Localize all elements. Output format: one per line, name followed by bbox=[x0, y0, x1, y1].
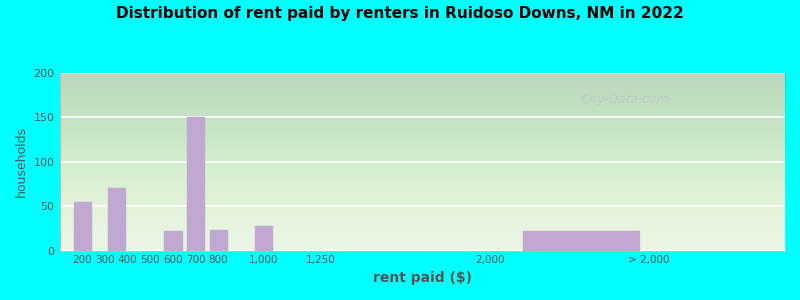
Bar bbox=[523, 231, 638, 250]
Text: Distribution of rent paid by renters in Ruidoso Downs, NM in 2022: Distribution of rent paid by renters in … bbox=[116, 6, 684, 21]
Bar bbox=[164, 231, 182, 250]
Bar bbox=[255, 226, 272, 250]
Y-axis label: households: households bbox=[15, 126, 28, 197]
Text: City-Data.com: City-Data.com bbox=[581, 93, 670, 106]
X-axis label: rent paid ($): rent paid ($) bbox=[373, 271, 472, 285]
Bar bbox=[210, 230, 227, 250]
Bar bbox=[107, 188, 125, 250]
Bar bbox=[187, 117, 204, 250]
Bar bbox=[74, 202, 91, 250]
